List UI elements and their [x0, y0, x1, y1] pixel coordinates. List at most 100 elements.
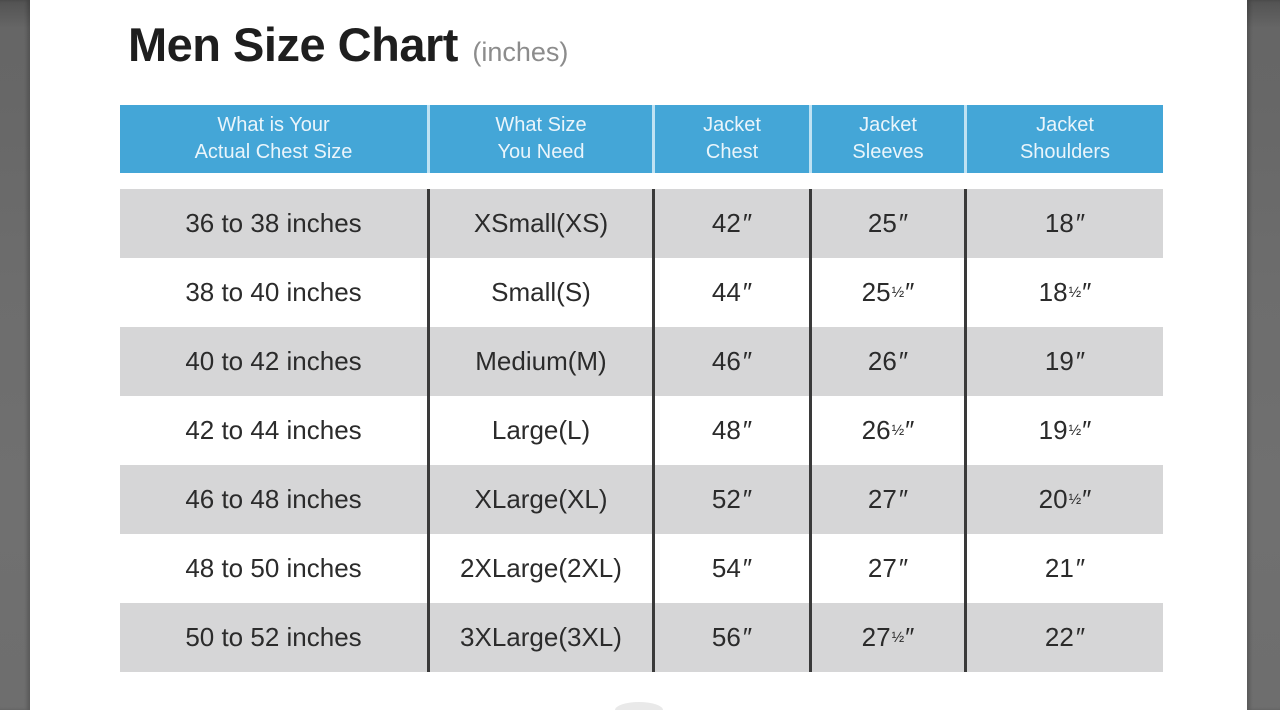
value: 26	[861, 415, 891, 445]
value: 26	[867, 346, 897, 376]
column-header-line: What Size	[495, 114, 587, 136]
inch-mark: ″	[905, 277, 915, 307]
value: 54	[711, 553, 741, 583]
inch-mark: ″	[1082, 484, 1092, 514]
inch-mark: ″	[1075, 346, 1086, 376]
cell-jacket-sleeves: 27 ″	[809, 465, 964, 534]
cell-jacket-shoulders: 20 ½ ″	[964, 465, 1163, 534]
inch-mark: ″	[1075, 622, 1086, 652]
value: 48	[711, 415, 741, 445]
column-header-jacket-sleeves: Jacket Sleeves	[809, 105, 964, 173]
value: 18	[1044, 208, 1074, 238]
table-row: 42 to 44 inches Large(L) 48 ″ 26 ½ ″ 19 ½ ″	[120, 396, 1163, 465]
value: 27	[867, 484, 897, 514]
cell-chest-range: 50 to 52 inches	[185, 622, 362, 652]
column-header-line: Shoulders	[1019, 141, 1111, 163]
cell-chest-range: 38 to 40 inches	[185, 277, 362, 307]
cell-jacket-sleeves: 25 ″	[809, 189, 964, 258]
inch-mark: ″	[1075, 208, 1086, 238]
inch-mark: ″	[898, 484, 909, 514]
title-text: Men Size Chart	[128, 18, 458, 71]
page-title: Men Size Chart (inches)	[128, 16, 568, 74]
cell-size: XLarge(XL)	[427, 465, 652, 534]
inch-mark: ″	[905, 415, 915, 445]
cell-jacket-shoulders: 21 ″	[964, 534, 1163, 603]
fraction: ½	[1068, 284, 1082, 301]
cell-chest-range: 46 to 48 inches	[185, 484, 362, 514]
value: 19	[1044, 346, 1074, 376]
inch-mark: ″	[1082, 277, 1092, 307]
cell-size: Small(S)	[427, 258, 652, 327]
value: 20	[1038, 484, 1068, 514]
cell-size: 3XLarge(3XL)	[427, 603, 652, 672]
cell-jacket-sleeves: 26 ½ ″	[809, 396, 964, 465]
table-row: 48 to 50 inches 2XLarge(2XL) 54 ″ 27 ″ 21 ″	[120, 534, 1163, 603]
cell-chest-range: 36 to 38 inches	[185, 208, 362, 238]
cell-size: Large(L)	[427, 396, 652, 465]
value: 22	[1044, 622, 1074, 652]
cell-jacket-shoulders: 22 ″	[964, 603, 1163, 672]
title-unit-suffix: (inches)	[472, 37, 569, 67]
cell-jacket-sleeves: 25 ½ ″	[809, 258, 964, 327]
value: 25	[867, 208, 897, 238]
column-header-size-needed: What Size You Need	[427, 105, 652, 173]
cell-jacket-sleeves: 26 ″	[809, 327, 964, 396]
value: 44	[711, 277, 741, 307]
inch-mark: ″	[742, 415, 753, 445]
right-letterbox-strip	[1247, 0, 1280, 710]
cell-jacket-shoulders: 19 ½ ″	[964, 396, 1163, 465]
fraction: ½	[1068, 422, 1082, 439]
cell-jacket-chest: 46 ″	[652, 327, 809, 396]
column-header-line: Jacket	[859, 114, 917, 136]
table-row: 46 to 48 inches XLarge(XL) 52 ″ 27 ″ 20 ½ ″	[120, 465, 1163, 534]
inch-mark: ″	[1075, 553, 1086, 583]
cell-chest-range: 40 to 42 inches	[185, 346, 362, 376]
column-header-jacket-chest: Jacket Chest	[652, 105, 809, 173]
cell-jacket-sleeves: 27 ½ ″	[809, 603, 964, 672]
value: 27	[867, 553, 897, 583]
column-header-jacket-shoulders: Jacket Shoulders	[964, 105, 1163, 173]
fraction: ½	[1068, 491, 1082, 508]
inch-mark: ″	[905, 622, 915, 652]
cell-jacket-chest: 52 ″	[652, 465, 809, 534]
cell-jacket-shoulders: 18 ½ ″	[964, 258, 1163, 327]
cell-jacket-chest: 44 ″	[652, 258, 809, 327]
table-body: 36 to 38 inches XSmall(XS) 42 ″ 25 ″ 18 ″ 3…	[120, 189, 1163, 672]
column-header-line: Actual Chest Size	[194, 141, 353, 163]
value: 25	[861, 277, 891, 307]
inch-mark: ″	[742, 277, 753, 307]
value: 18	[1038, 277, 1068, 307]
cell-size: XSmall(XS)	[427, 189, 652, 258]
table-row: 50 to 52 inches 3XLarge(3XL) 56 ″ 27 ½ ″ 22…	[120, 603, 1163, 672]
value: 21	[1044, 553, 1074, 583]
fraction: ½	[891, 284, 905, 301]
cell-jacket-shoulders: 19 ″	[964, 327, 1163, 396]
value: 52	[711, 484, 741, 514]
cell-size: 2XLarge(2XL)	[427, 534, 652, 603]
cell-jacket-chest: 48 ″	[652, 396, 809, 465]
cut-off-bottom-graphic	[615, 702, 663, 710]
cell-jacket-chest: 54 ″	[652, 534, 809, 603]
cell-jacket-chest: 56 ″	[652, 603, 809, 672]
column-header-chest-size: What is Your Actual Chest Size	[120, 105, 427, 173]
size-chart-table: What is Your Actual Chest Size What Size…	[120, 105, 1163, 672]
inch-mark: ″	[898, 346, 909, 376]
cell-size: Medium(M)	[427, 327, 652, 396]
cell-jacket-shoulders: 18 ″	[964, 189, 1163, 258]
table-row: 40 to 42 inches Medium(M) 46 ″ 26 ″ 19 ″	[120, 327, 1163, 396]
column-header-line: What is Your	[217, 114, 330, 136]
left-letterbox-strip	[0, 0, 30, 710]
inch-mark: ″	[742, 346, 753, 376]
column-header-line: Chest	[705, 141, 759, 163]
value: 56	[711, 622, 741, 652]
cell-jacket-chest: 42 ″	[652, 189, 809, 258]
cell-chest-range: 42 to 44 inches	[185, 415, 362, 445]
value: 46	[711, 346, 741, 376]
inch-mark: ″	[742, 484, 753, 514]
inch-mark: ″	[742, 622, 753, 652]
inch-mark: ″	[898, 553, 909, 583]
cell-chest-range: 48 to 50 inches	[185, 553, 362, 583]
column-header-line: Jacket	[1036, 114, 1094, 136]
inch-mark: ″	[742, 208, 753, 238]
inch-mark: ″	[898, 208, 909, 238]
